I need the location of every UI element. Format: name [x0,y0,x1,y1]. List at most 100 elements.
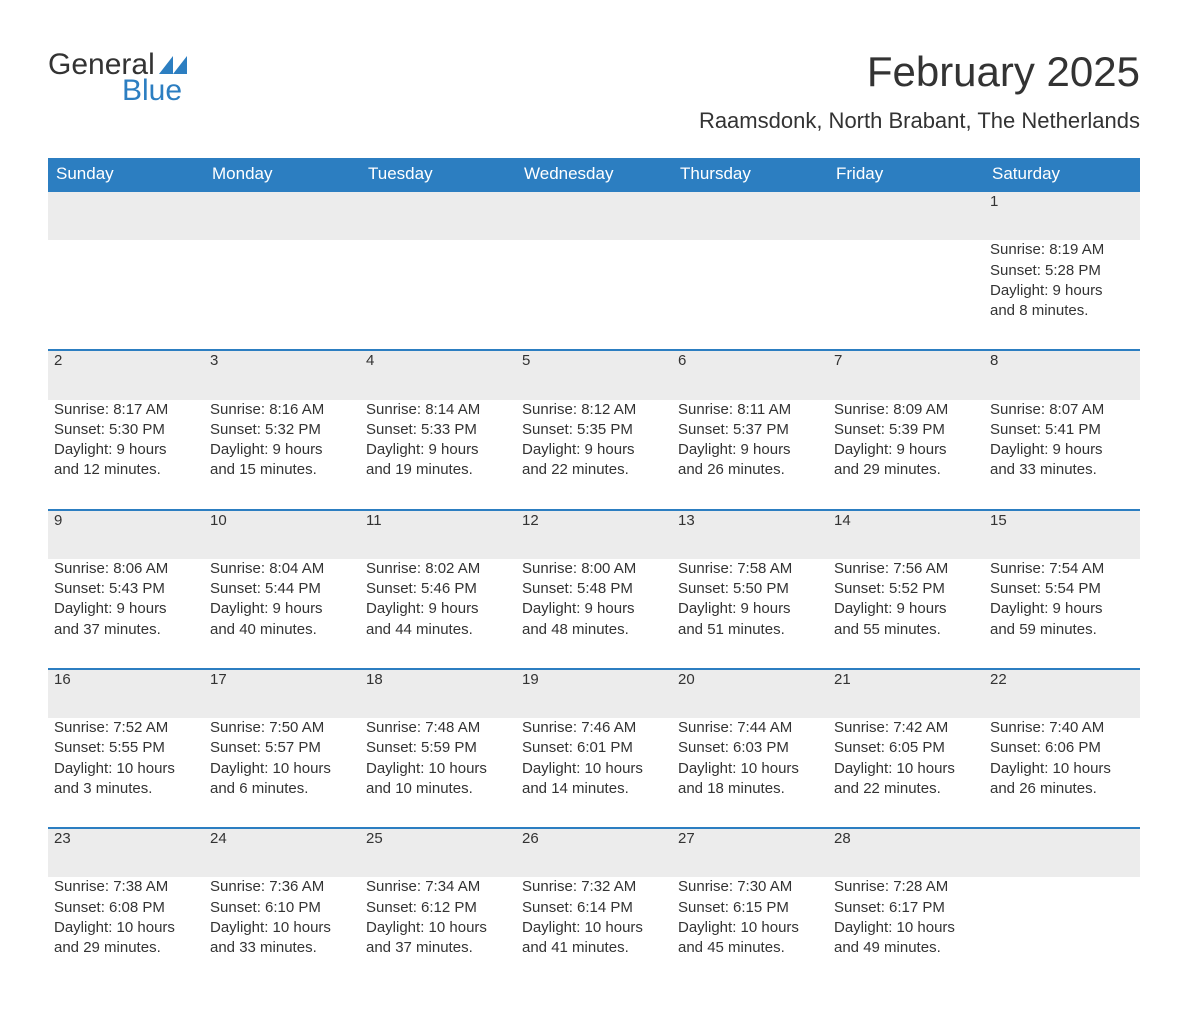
day-number-cell: 23 [48,828,204,877]
day-daylight1: Daylight: 10 hours [678,918,822,938]
day-content-cell: Sunrise: 8:12 AMSunset: 5:35 PMDaylight:… [516,400,672,510]
day-content-cell: Sunrise: 7:32 AMSunset: 6:14 PMDaylight:… [516,877,672,986]
day-content-cell: Sunrise: 7:28 AMSunset: 6:17 PMDaylight:… [828,877,984,986]
week-content-row: Sunrise: 8:17 AMSunset: 5:30 PMDaylight:… [48,400,1140,510]
day-daylight2: and 19 minutes. [366,460,510,480]
day-daylight2: and 14 minutes. [522,779,666,799]
day-number-cell: 19 [516,669,672,718]
day-daylight1: Daylight: 9 hours [678,599,822,619]
day-sunrise: Sunrise: 8:02 AM [366,559,510,579]
day-content-cell: Sunrise: 7:36 AMSunset: 6:10 PMDaylight:… [204,877,360,986]
day-content-cell: Sunrise: 8:16 AMSunset: 5:32 PMDaylight:… [204,400,360,510]
day-sunrise: Sunrise: 7:30 AM [678,877,822,897]
day-content-cell: Sunrise: 8:00 AMSunset: 5:48 PMDaylight:… [516,559,672,669]
day-sunrise: Sunrise: 7:44 AM [678,718,822,738]
day-daylight2: and 15 minutes. [210,460,354,480]
day-daylight1: Daylight: 9 hours [990,281,1134,301]
weekday-header: Wednesday [516,158,672,191]
location: Raamsdonk, North Brabant, The Netherland… [699,108,1140,134]
day-content-cell: Sunrise: 8:07 AMSunset: 5:41 PMDaylight:… [984,400,1140,510]
weekday-header: Saturday [984,158,1140,191]
day-daylight2: and 26 minutes. [990,779,1134,799]
day-daylight1: Daylight: 10 hours [366,918,510,938]
day-sunrise: Sunrise: 8:07 AM [990,400,1134,420]
day-number-cell: 21 [828,669,984,718]
day-sunrise: Sunrise: 8:00 AM [522,559,666,579]
day-sunrise: Sunrise: 8:09 AM [834,400,978,420]
day-sunset: Sunset: 5:28 PM [990,261,1134,281]
day-daylight2: and 55 minutes. [834,620,978,640]
week-daynum-row: 232425262728 [48,828,1140,877]
month-title: February 2025 [699,48,1140,96]
day-sunset: Sunset: 5:41 PM [990,420,1134,440]
weekday-header: Tuesday [360,158,516,191]
day-daylight1: Daylight: 10 hours [678,759,822,779]
day-daylight2: and 29 minutes. [834,460,978,480]
day-sunrise: Sunrise: 7:58 AM [678,559,822,579]
day-sunset: Sunset: 6:05 PM [834,738,978,758]
day-content-cell [360,240,516,350]
day-content-cell [204,240,360,350]
day-sunrise: Sunrise: 7:56 AM [834,559,978,579]
day-sunset: Sunset: 5:39 PM [834,420,978,440]
title-block: February 2025 Raamsdonk, North Brabant, … [699,48,1140,134]
day-daylight1: Daylight: 9 hours [54,599,198,619]
day-daylight2: and 29 minutes. [54,938,198,958]
day-content-cell [984,877,1140,986]
day-sunset: Sunset: 5:57 PM [210,738,354,758]
day-daylight2: and 51 minutes. [678,620,822,640]
day-number-cell: 6 [672,350,828,399]
day-daylight1: Daylight: 10 hours [366,759,510,779]
day-daylight2: and 37 minutes. [366,938,510,958]
day-daylight1: Daylight: 9 hours [522,440,666,460]
day-sunset: Sunset: 5:48 PM [522,579,666,599]
day-daylight1: Daylight: 10 hours [54,759,198,779]
day-daylight1: Daylight: 9 hours [990,440,1134,460]
day-daylight2: and 33 minutes. [990,460,1134,480]
week-daynum-row: 2345678 [48,350,1140,399]
day-daylight2: and 22 minutes. [834,779,978,799]
day-sunset: Sunset: 5:44 PM [210,579,354,599]
day-sunrise: Sunrise: 7:28 AM [834,877,978,897]
day-daylight1: Daylight: 10 hours [54,918,198,938]
day-sunrise: Sunrise: 7:48 AM [366,718,510,738]
day-number-cell [984,828,1140,877]
weekday-header: Friday [828,158,984,191]
day-number-cell: 9 [48,510,204,559]
day-sunset: Sunset: 6:14 PM [522,898,666,918]
day-sunrise: Sunrise: 8:17 AM [54,400,198,420]
day-content-cell [516,240,672,350]
week-content-row: Sunrise: 8:06 AMSunset: 5:43 PMDaylight:… [48,559,1140,669]
day-daylight2: and 8 minutes. [990,301,1134,321]
day-content-cell: Sunrise: 8:09 AMSunset: 5:39 PMDaylight:… [828,400,984,510]
day-daylight2: and 33 minutes. [210,938,354,958]
day-daylight1: Daylight: 10 hours [210,918,354,938]
day-content-cell: Sunrise: 8:11 AMSunset: 5:37 PMDaylight:… [672,400,828,510]
day-sunrise: Sunrise: 8:16 AM [210,400,354,420]
day-sunset: Sunset: 5:33 PM [366,420,510,440]
day-content-cell: Sunrise: 7:48 AMSunset: 5:59 PMDaylight:… [360,718,516,828]
day-daylight2: and 10 minutes. [366,779,510,799]
day-sunrise: Sunrise: 7:46 AM [522,718,666,738]
day-daylight1: Daylight: 9 hours [366,440,510,460]
day-sunset: Sunset: 6:17 PM [834,898,978,918]
day-sunset: Sunset: 6:03 PM [678,738,822,758]
day-number-cell: 8 [984,350,1140,399]
day-daylight2: and 37 minutes. [54,620,198,640]
day-number-cell [516,191,672,240]
week-content-row: Sunrise: 7:38 AMSunset: 6:08 PMDaylight:… [48,877,1140,986]
day-content-cell [48,240,204,350]
day-sunrise: Sunrise: 7:42 AM [834,718,978,738]
calendar-table: Sunday Monday Tuesday Wednesday Thursday… [48,158,1140,986]
day-daylight1: Daylight: 9 hours [678,440,822,460]
day-number-cell [360,191,516,240]
day-sunset: Sunset: 5:43 PM [54,579,198,599]
week-content-row: Sunrise: 8:19 AMSunset: 5:28 PMDaylight:… [48,240,1140,350]
day-sunrise: Sunrise: 7:34 AM [366,877,510,897]
day-number-cell: 20 [672,669,828,718]
day-daylight1: Daylight: 9 hours [834,440,978,460]
day-content-cell: Sunrise: 7:40 AMSunset: 6:06 PMDaylight:… [984,718,1140,828]
day-daylight2: and 59 minutes. [990,620,1134,640]
day-number-cell: 13 [672,510,828,559]
day-content-cell: Sunrise: 7:58 AMSunset: 5:50 PMDaylight:… [672,559,828,669]
